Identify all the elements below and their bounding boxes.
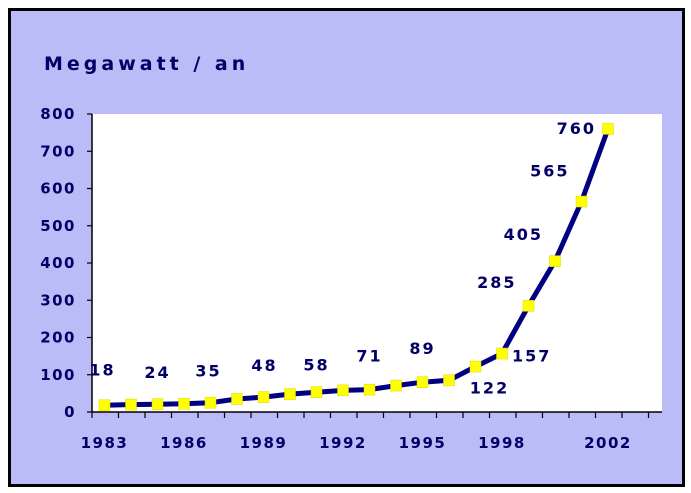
data-point — [178, 398, 190, 410]
y-axis-unit-label: Megawatt / an — [44, 53, 249, 75]
data-point — [443, 374, 455, 387]
y-tick-label: 400 — [40, 254, 76, 272]
data-point — [363, 383, 376, 396]
y-tick-label: 800 — [40, 105, 76, 123]
series — [98, 123, 614, 412]
axes: 0 100 200 300 400 500 600 700 800 1983 1986 1989 199… — [40, 105, 662, 452]
data-label: 58 — [303, 355, 329, 374]
data-label: 122 — [470, 379, 509, 398]
data-label: 35 — [195, 362, 221, 381]
y-tick-label: 300 — [40, 291, 76, 309]
data-point — [204, 396, 217, 409]
data-point — [257, 391, 270, 403]
x-tick-label: 1995 — [399, 434, 447, 452]
data-point — [310, 386, 323, 399]
y-tick-label: 0 — [64, 403, 76, 421]
y-tick-label: 600 — [40, 180, 76, 198]
data-label: 24 — [144, 363, 170, 382]
x-tick-label: 1986 — [160, 434, 208, 452]
data-point — [602, 123, 614, 135]
data-point — [416, 376, 429, 388]
data-point — [469, 360, 482, 373]
x-tick-label: 1983 — [81, 434, 129, 452]
data-point — [390, 379, 402, 392]
plot-area — [92, 114, 662, 412]
data-point — [549, 255, 561, 267]
x-tick-label: 2002 — [584, 434, 632, 452]
data-point — [151, 398, 164, 410]
data-point — [231, 393, 243, 405]
y-tick-label: 700 — [40, 142, 76, 160]
data-label: 760 — [557, 119, 596, 138]
data-point — [284, 388, 296, 400]
data-label: 285 — [477, 273, 516, 292]
x-tick-label: 1998 — [478, 434, 526, 452]
data-point — [125, 398, 137, 411]
data-label: 71 — [356, 347, 382, 366]
data-label: 18 — [89, 360, 115, 379]
x-tick-label: 1992 — [319, 434, 367, 452]
data-point — [337, 384, 349, 397]
y-tick-label: 200 — [40, 329, 76, 347]
y-tick-label: 500 — [40, 217, 76, 235]
data-label: 48 — [251, 356, 277, 375]
data-point — [575, 195, 588, 208]
data-label: 405 — [504, 225, 543, 244]
x-tick-label: 1989 — [240, 434, 288, 452]
data-label: 157 — [512, 347, 551, 366]
data-label: 89 — [409, 339, 435, 358]
data-point — [496, 347, 508, 360]
data-label: 565 — [530, 162, 569, 181]
data-point — [98, 399, 111, 412]
y-tick-label: 100 — [40, 366, 76, 384]
data-point — [522, 300, 535, 312]
